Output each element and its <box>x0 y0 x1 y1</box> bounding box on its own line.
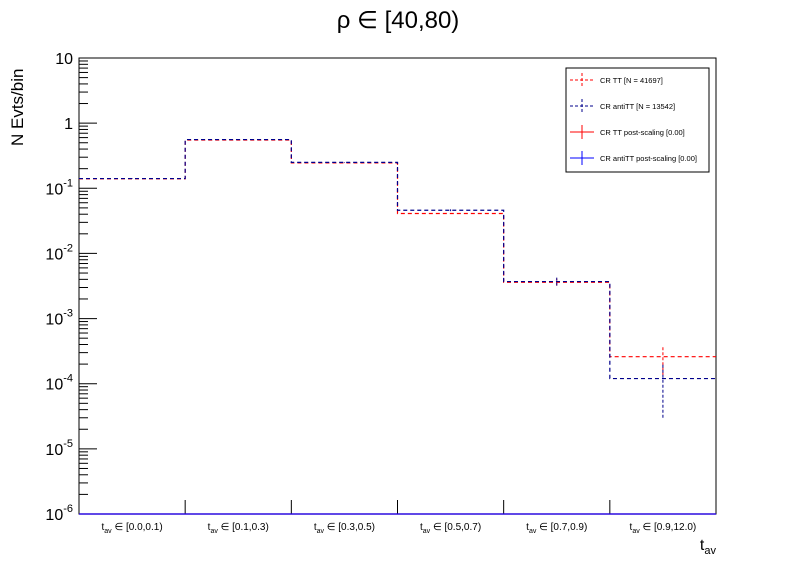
x-tick-label: tav ∈ [0.7,0.9) <box>526 522 587 535</box>
y-tick-label: 10-1 <box>45 177 73 198</box>
series-line <box>79 139 716 358</box>
x-tick-label: tav ∈ [0.1,0.3) <box>208 522 269 535</box>
y-tick-label: 10 <box>55 51 73 68</box>
x-tick-label: tav ∈ [0.0,0.1) <box>102 522 163 535</box>
y-tick-label: 1 <box>64 116 73 133</box>
legend-label: CR antiTT [N = 13542] <box>600 102 675 111</box>
x-axis-label: tav <box>699 537 716 558</box>
legend-label: CR antiTT post-scaling [0.00] <box>600 154 697 163</box>
y-tick-label: 10-2 <box>45 242 73 263</box>
chart-title: ρ ∈ [40,80) <box>336 7 460 34</box>
x-tick-label: tav ∈ [0.3,0.5) <box>314 522 375 535</box>
series-1 <box>79 138 716 418</box>
legend-box <box>565 67 710 173</box>
x-tick-label: tav ∈ [0.5,0.7) <box>420 522 481 535</box>
y-tick-label: 10-5 <box>45 438 73 459</box>
y-tick-label: 10-3 <box>45 308 73 329</box>
x-tick-label: tav ∈ [0.9,12.0) <box>630 522 697 535</box>
y-tick-label: 10-4 <box>45 373 73 394</box>
legend-label: CR TT post-scaling [0.00] <box>600 128 685 137</box>
series-line <box>79 138 716 380</box>
legend-label: CR TT [N = 41697] <box>600 76 663 85</box>
y-tick-label: 10-6 <box>45 503 73 524</box>
